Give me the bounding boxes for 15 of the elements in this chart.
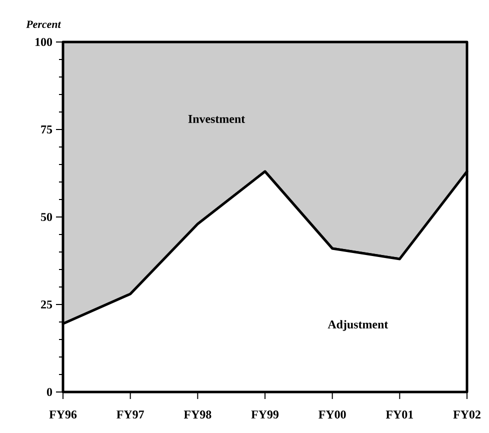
x-tick-label: FY96 [49,410,77,419]
x-tick-label: FY99 [251,410,279,419]
x-tick-label: FY01 [386,410,413,419]
y-tick-label: 0 [46,388,52,396]
y-tick-label: 75 [41,126,52,134]
y-tick-label: 100 [36,38,52,46]
series-label: Investment [188,115,246,123]
series-label: Adjustment [328,320,388,331]
x-tick-label: FY98 [184,410,212,419]
y-tick-label: 25 [41,300,52,309]
x-tick-label: FY00 [318,410,346,419]
y-tick-label: 50 [41,212,52,222]
y-axis-title: Percent [26,20,62,28]
x-tick-label: FY97 [116,410,144,419]
x-tick-label: FY02 [453,410,480,419]
